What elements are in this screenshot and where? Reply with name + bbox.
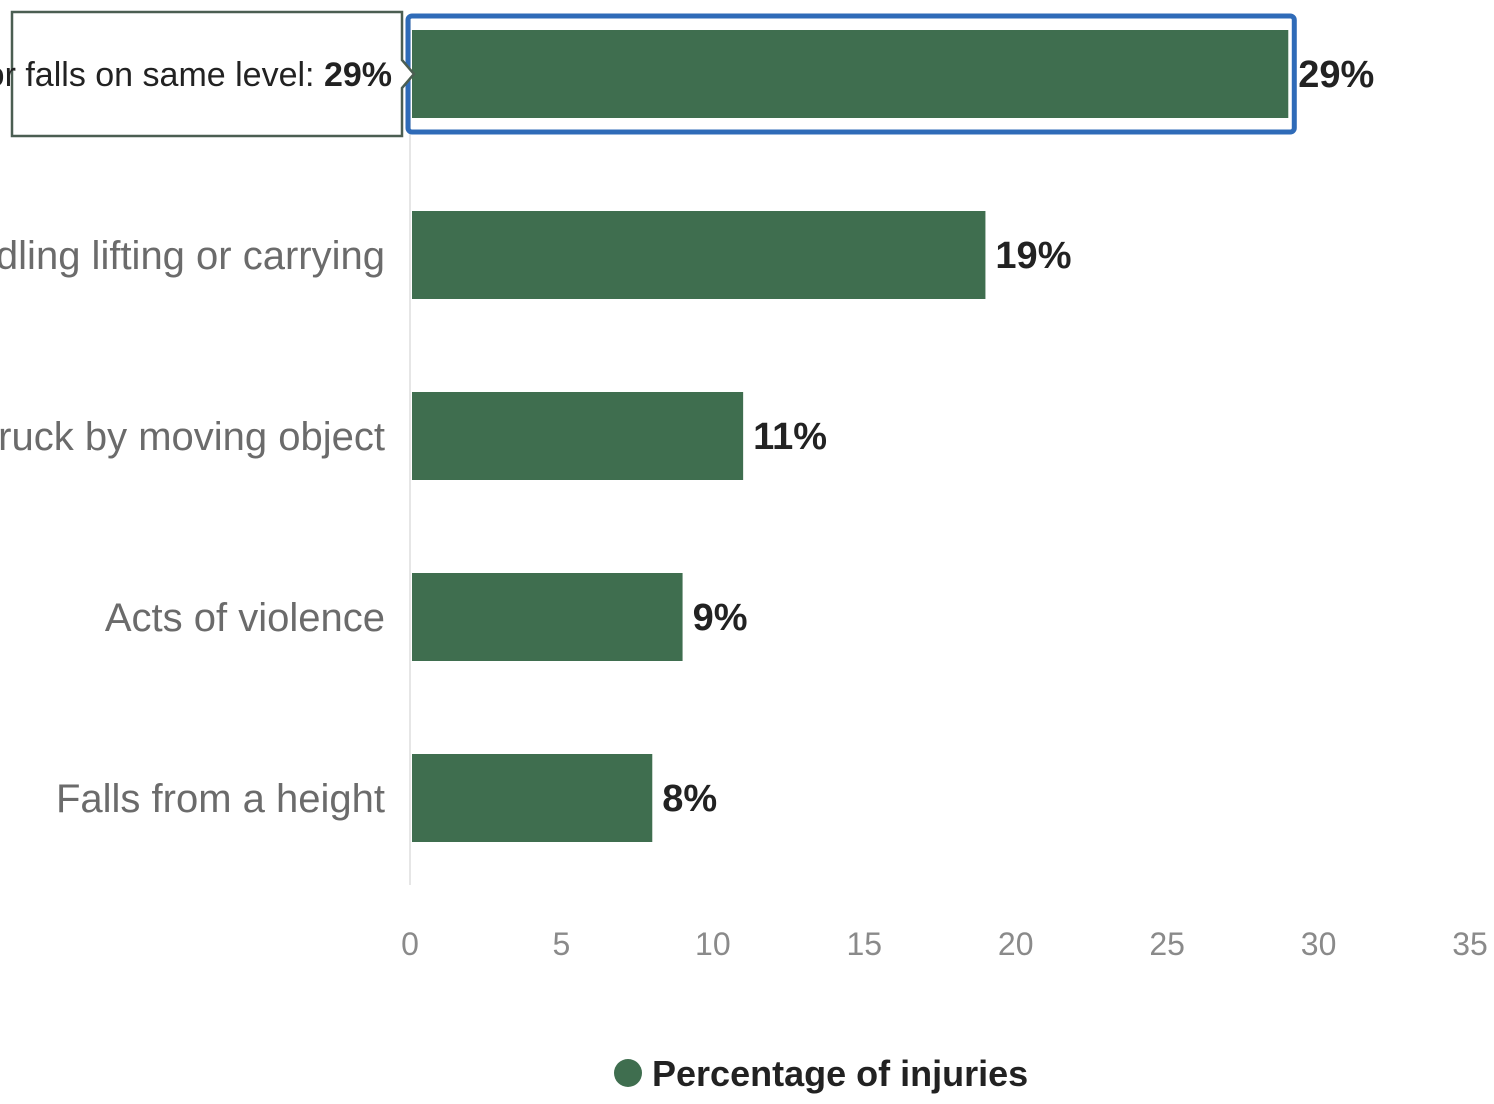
tooltip-box (10, 10, 416, 138)
category-label-3: Acts of violence (105, 596, 385, 640)
x-tick-label-0: 0 (401, 926, 419, 962)
bar-3[interactable] (412, 573, 683, 661)
x-tick-label-1: 5 (553, 926, 571, 962)
tooltip-value: 29% (324, 56, 392, 94)
bar-4[interactable] (412, 754, 653, 842)
x-tick-label-6: 30 (1301, 926, 1337, 962)
value-label-4: 8% (662, 778, 717, 820)
x-tick-label-4: 20 (998, 926, 1034, 962)
x-tick-label-5: 25 (1149, 926, 1185, 962)
bar-0[interactable] (412, 30, 1289, 118)
value-label-3: 9% (693, 597, 748, 639)
x-tick-label-2: 10 (695, 926, 731, 962)
bar-1[interactable] (412, 211, 986, 299)
value-label-1: 19% (995, 235, 1071, 277)
bar-2[interactable] (412, 392, 744, 480)
category-label-2: Struck by moving object (0, 415, 385, 459)
legend-marker[interactable] (614, 1059, 642, 1087)
x-tick-label-3: 15 (846, 926, 882, 962)
category-label-4: Falls from a height (56, 777, 385, 821)
tooltip-text: Slips trips or falls on same level: 29% (0, 56, 392, 94)
legend-label[interactable]: Percentage of injuries (652, 1053, 1028, 1094)
x-tick-label-7: 35 (1452, 926, 1488, 962)
value-label-0: 29% (1298, 54, 1374, 96)
category-label-1: Handling lifting or carrying (0, 234, 385, 278)
value-label-2: 11% (753, 416, 827, 458)
tooltip-category: Slips trips or falls on same level: (0, 56, 324, 94)
